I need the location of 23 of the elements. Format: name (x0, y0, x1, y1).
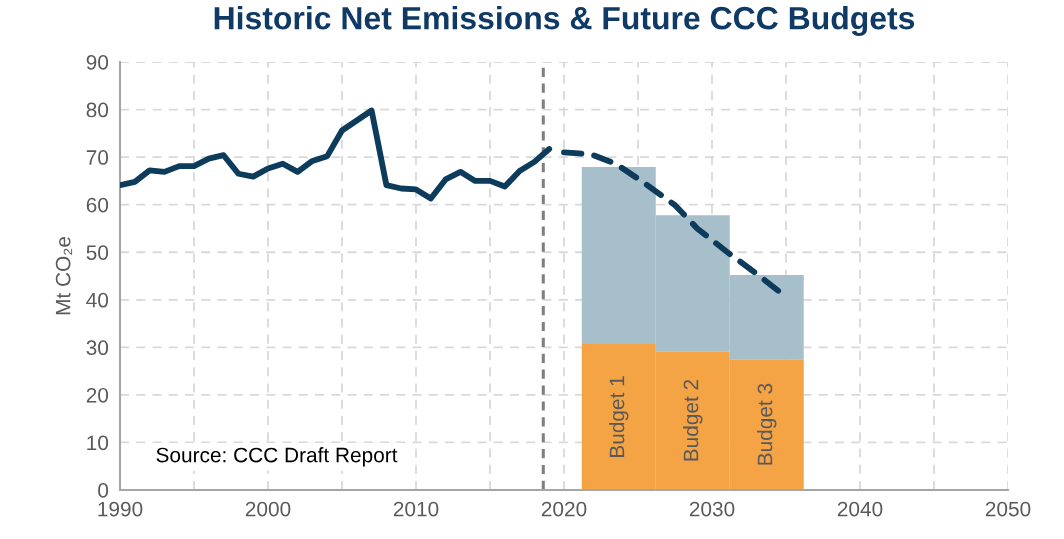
y-tick-label: 30 (86, 340, 109, 356)
annotation: Budget 1 (609, 376, 629, 457)
y-tick-label: 20 (86, 387, 109, 403)
x-tick-label: 2000 (245, 501, 291, 517)
y-tick-label: 90 (86, 55, 109, 70)
x-tick-label: 1990 (98, 501, 143, 517)
y-tick-label: 60 (86, 197, 109, 213)
y-tick-label: 10 (87, 435, 109, 451)
annotation: Source: CCC Draft Report (156, 447, 398, 467)
annotation: Budget 2 (683, 379, 703, 461)
y-tick-label: 80 (86, 102, 109, 118)
y-tick-label: 70 (86, 150, 109, 165)
x-tick-label: 2030 (689, 501, 735, 517)
y-tick-label: 0 (98, 483, 109, 498)
y-tick-label: 50 (86, 245, 109, 260)
x-tick-label: 2010 (393, 501, 439, 517)
y-axis-title: Mt CO₂e (55, 237, 73, 315)
x-tick-label: 2020 (541, 501, 587, 517)
annotation: Budget 3 (757, 383, 777, 465)
x-tick-label: 2050 (985, 501, 1031, 517)
chart-title: Historic Net Emissions & Future CCC Budgets (214, 6, 915, 36)
x-tick-label: 2040 (837, 501, 883, 517)
y-tick-label: 40 (86, 292, 109, 308)
